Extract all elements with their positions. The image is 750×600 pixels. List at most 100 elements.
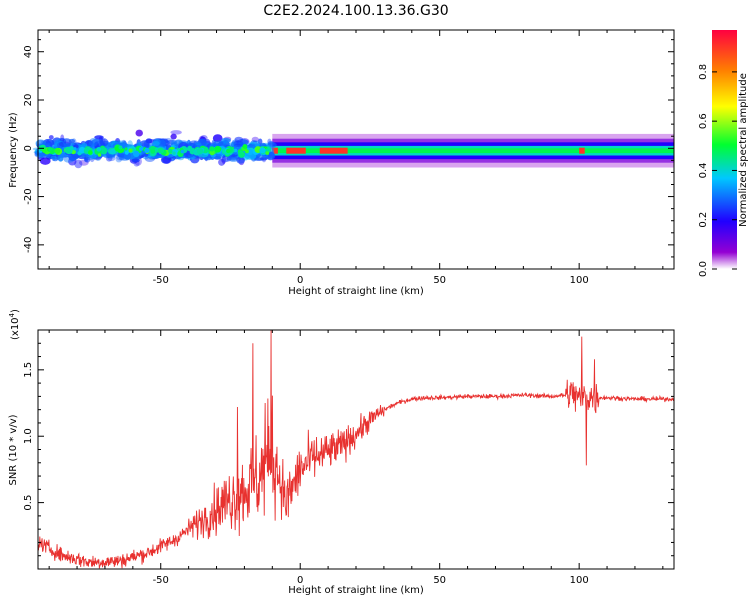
heatmap-hot-point xyxy=(97,153,102,157)
y-tick-label: 1.5 xyxy=(23,362,34,378)
snr-plot-area xyxy=(38,330,674,569)
heatmap-blob xyxy=(59,141,71,148)
heatmap-hot-point xyxy=(124,147,128,151)
heatmap-hot-point xyxy=(226,148,231,154)
colorbar: 0.0 0.2 0.4 0.6 0.8 Normalized spectral ampl… xyxy=(698,30,749,277)
heatmap-hot-point xyxy=(73,147,77,151)
heatmap-blob xyxy=(131,158,140,163)
colorbar-ticks: 0.0 0.2 0.4 0.6 0.8 xyxy=(698,64,737,277)
heatmap-hot-point xyxy=(132,150,140,158)
heatmap-hot-point xyxy=(244,149,249,154)
snr-x-axis-label: Height of straight line (km) xyxy=(288,585,424,596)
snr-ticks: -50 0 50 100 0.5 1.0 1.5 xyxy=(23,330,674,586)
heatmap-blob xyxy=(44,142,51,148)
heatmap-hot-point xyxy=(118,145,123,150)
heatmap-hot-point xyxy=(172,151,176,155)
heatmap-hot-point xyxy=(150,148,156,154)
colorbar-tick-label: 0.4 xyxy=(698,162,709,178)
spectrogram-ticks: -50 0 50 100 -40 -20 0 20 40 xyxy=(23,30,674,286)
heatmap-hot-point xyxy=(214,145,222,153)
heatmap-blob xyxy=(220,138,231,143)
heatmap-blob xyxy=(39,157,51,165)
heatmap-hot-point xyxy=(64,146,71,154)
heatmap-hot-point xyxy=(238,150,246,158)
x-tick-label: 100 xyxy=(570,575,589,586)
y-tick-label: -40 xyxy=(23,237,34,253)
heatmap-blob xyxy=(115,152,125,161)
colorbar-scale xyxy=(712,30,737,269)
x-tick-label: 0 xyxy=(297,275,303,286)
colorbar-tick-label: 0.8 xyxy=(698,64,709,80)
heatmap-hot-point xyxy=(168,149,173,154)
heatmap-hot-point xyxy=(180,149,185,154)
heatmap-blob xyxy=(51,156,56,162)
heatmap-blob xyxy=(48,135,54,140)
heatmap-hot-point xyxy=(201,146,209,154)
heatmap-peak-segment xyxy=(579,147,585,154)
x-tick-label: 100 xyxy=(570,275,589,286)
snr-multiplier-close: ) xyxy=(10,309,21,313)
heatmap-blob xyxy=(228,157,238,161)
figure-title: C2E2.2024.100.13.36.G30 xyxy=(263,3,448,19)
heatmap-blob xyxy=(254,157,265,161)
heatmap-hot-point xyxy=(42,148,47,154)
heatmap-blob xyxy=(141,152,149,157)
x-tick-label: -50 xyxy=(153,275,169,286)
heatmap-hot-point xyxy=(54,147,61,154)
colorbar-tick-label: 0.2 xyxy=(698,212,709,228)
colorbar-tick-label: 0.0 xyxy=(698,261,709,277)
heatmap-blob xyxy=(50,155,57,160)
heatmap-blob xyxy=(197,139,204,144)
heatmap-blob xyxy=(213,140,224,147)
y-tick-label: -20 xyxy=(23,188,34,204)
heatmap-blob xyxy=(115,156,123,163)
heatmap-hot-point xyxy=(69,146,74,151)
heatmap-blob xyxy=(86,140,93,147)
heatmap-hot-point xyxy=(124,150,129,155)
x-tick-label: -50 xyxy=(153,575,169,586)
snr-line xyxy=(37,329,675,569)
heatmap-blob xyxy=(89,137,99,147)
heatmap-hot-point xyxy=(139,147,143,151)
y-tick-label: 0 xyxy=(23,145,34,151)
x-tick-label: 50 xyxy=(433,275,446,286)
heatmap-blob xyxy=(170,133,177,140)
heatmap-blob xyxy=(235,140,244,146)
y-tick-label: 20 xyxy=(23,94,34,107)
heatmap-hot-point xyxy=(187,145,193,152)
heatmap-blob xyxy=(57,154,64,162)
colorbar-label: Normalized spectral amplitude xyxy=(738,73,749,227)
heatmap-blob xyxy=(60,134,65,144)
heatmap-blob xyxy=(183,152,189,158)
heatmap-hot-point xyxy=(157,147,164,154)
heatmap-hot-point xyxy=(242,144,248,149)
heatmap-hot-point xyxy=(87,150,93,155)
heatmap-hot-point xyxy=(265,151,270,155)
heatmap-blob xyxy=(218,158,226,166)
spectrogram-y-axis-label: Frequency (Hz) xyxy=(8,112,19,188)
heatmap-blob xyxy=(57,141,64,149)
y-tick-label: 1.0 xyxy=(23,428,34,444)
heatmap-hot-point xyxy=(259,147,266,154)
heatmap-peak-segment xyxy=(272,147,278,154)
snr-multiplier-exp: 4 xyxy=(8,312,16,317)
heatmap-hot-point xyxy=(100,147,108,155)
snr-panel: -50 0 50 100 0.5 1.0 1.5 Height of straight li… xyxy=(8,309,675,596)
heatmap-blob xyxy=(94,142,99,149)
heatmap-blob xyxy=(85,153,96,160)
heatmap-blob xyxy=(68,138,76,144)
heatmap-blob xyxy=(234,136,244,143)
heatmap-blob xyxy=(233,143,242,148)
heatmap-blob xyxy=(84,156,91,163)
heatmap-blob xyxy=(81,142,88,149)
heatmap-hot-point xyxy=(144,147,150,154)
heatmap-blob xyxy=(162,154,172,164)
heatmap-band-layer xyxy=(272,148,674,154)
heatmap-peak-segment xyxy=(319,147,348,154)
heatmap-blob xyxy=(135,129,143,137)
heatmap-hot-point xyxy=(233,148,238,153)
spectrogram-panel: -50 0 50 100 -40 -20 0 20 40 Height of straight … xyxy=(8,29,675,297)
snr-y-multiplier: (x104) xyxy=(8,309,21,340)
heatmap-hot-point xyxy=(109,148,116,155)
